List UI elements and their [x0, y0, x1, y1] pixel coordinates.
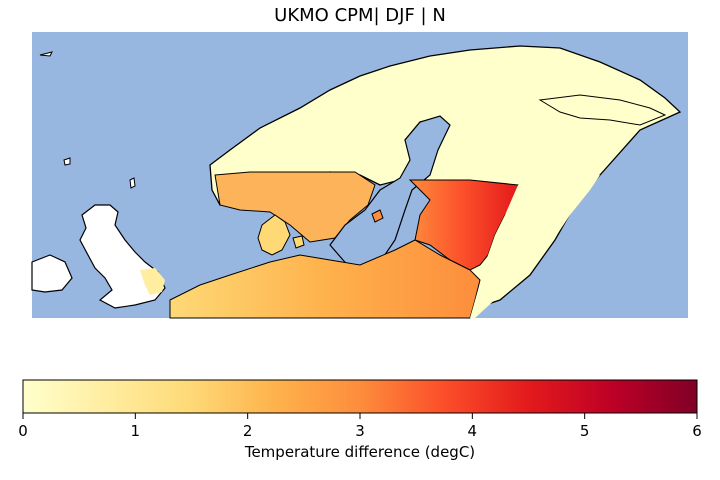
colorbar	[22, 379, 698, 414]
colorbar-tick-0: 0	[18, 422, 28, 440]
great-britain-land	[79, 204, 166, 309]
baltic-sea	[329, 115, 451, 269]
eastern-fringe-land	[470, 175, 600, 318]
shetland-islands	[129, 177, 136, 189]
colorbar-ticks	[22, 413, 698, 419]
zealand-island	[292, 235, 305, 249]
colorbar-tick-4: 4	[467, 422, 478, 440]
colorbar-tick-2: 2	[242, 422, 253, 440]
denmark-land	[257, 214, 291, 256]
colorbar-tick-5: 5	[579, 422, 590, 440]
gotland-island	[371, 209, 384, 223]
map-title: UKMO CPM| DJF | N	[274, 5, 446, 26]
colorbar-tick-3: 3	[355, 422, 365, 440]
ireland-land	[31, 254, 73, 293]
faroe-islands	[39, 51, 53, 57]
south-england-land	[140, 268, 165, 295]
orkney-islands	[63, 157, 71, 166]
colorbar-tick-1: 1	[130, 422, 141, 440]
kola-land	[538, 94, 667, 126]
colorbar-label: Temperature difference (degC)	[244, 443, 476, 461]
colorbar-tick-6: 6	[692, 422, 702, 440]
continental-warming-region	[169, 239, 481, 319]
